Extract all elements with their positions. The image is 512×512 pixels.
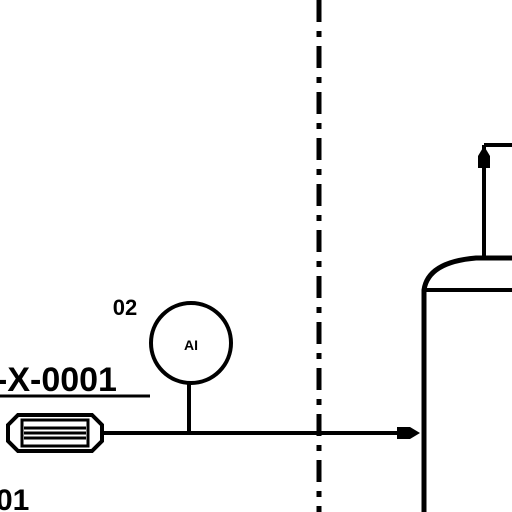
flow-arrow bbox=[397, 427, 420, 439]
equipment-sub-tag: 01 bbox=[0, 484, 29, 512]
filter-element[interactable] bbox=[6, 413, 104, 453]
analyzer-indicator-bubble[interactable] bbox=[149, 301, 233, 385]
outlet-arrow bbox=[478, 146, 490, 168]
instrument-function-label: AI bbox=[184, 337, 198, 353]
vessel[interactable] bbox=[421, 255, 512, 512]
equipment-tag: -X-0001 bbox=[0, 361, 117, 399]
instrument-tag-number: 02 bbox=[113, 295, 137, 320]
